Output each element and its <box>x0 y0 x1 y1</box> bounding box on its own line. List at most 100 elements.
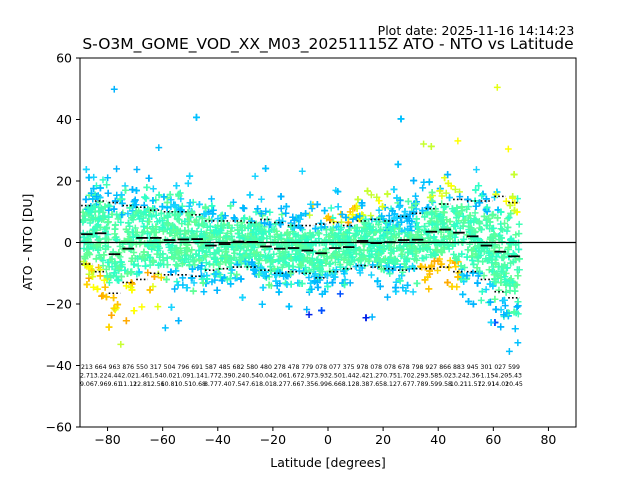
scatter-point <box>185 262 193 269</box>
scatter-point <box>266 208 274 216</box>
scatter-point <box>99 176 107 184</box>
scatter-point <box>306 211 313 219</box>
scatter-point <box>171 285 179 293</box>
scatter-point <box>438 260 446 268</box>
scatter-point <box>190 279 198 287</box>
scatter-point <box>294 231 302 239</box>
scatter-point <box>375 206 383 214</box>
scatter-point <box>155 144 163 152</box>
scatter-point <box>113 165 120 173</box>
scatter-point <box>501 219 508 227</box>
scatter-point <box>117 219 125 226</box>
scatter-point <box>336 290 344 298</box>
scatter-point <box>124 210 132 218</box>
scatter-point <box>305 311 313 319</box>
scatter-point <box>179 274 187 282</box>
scatter-point <box>308 205 316 212</box>
scatter-point <box>230 198 237 206</box>
scatter-point <box>185 202 193 210</box>
scatter-point <box>477 296 485 304</box>
scatter-point <box>122 282 130 290</box>
scatter-point <box>514 339 522 347</box>
scatter-point <box>367 271 375 279</box>
scatter-point <box>114 215 122 223</box>
scatter-point <box>456 193 464 200</box>
scatter-point <box>104 174 112 182</box>
scatter-point <box>173 278 181 286</box>
scatter-point <box>473 254 481 262</box>
scatter-point <box>110 85 118 93</box>
scatter-point <box>338 211 346 218</box>
scatter-point <box>450 251 458 258</box>
scatter-point <box>278 211 286 218</box>
scatter-point <box>409 288 417 296</box>
scatter-point <box>434 267 442 274</box>
scatter-point <box>446 257 454 264</box>
scatter-point <box>420 140 427 148</box>
scatter-point <box>438 192 446 200</box>
scatter-point <box>346 223 354 231</box>
scatter-point <box>200 288 208 296</box>
scatter-point <box>385 212 393 220</box>
scatter-point <box>346 279 354 287</box>
scatter-point <box>438 249 446 256</box>
scatter-point <box>303 306 311 313</box>
scatter-point <box>105 279 113 287</box>
scatter-point <box>384 293 391 301</box>
scatter-point <box>298 167 306 175</box>
scatter-point <box>367 191 375 199</box>
scatter-point <box>208 195 215 203</box>
scatter-point <box>505 348 513 355</box>
scatter-point <box>368 313 376 321</box>
scatter-point <box>451 186 459 193</box>
scatter-point <box>136 215 143 223</box>
scatter-point <box>422 253 430 261</box>
scatter-point <box>251 172 259 180</box>
scatter-point <box>167 203 175 210</box>
scatter-point <box>482 286 490 293</box>
scatter-point <box>442 189 450 197</box>
scatter-point <box>503 227 511 235</box>
scatter-point <box>429 198 437 206</box>
scatter-point <box>90 283 97 291</box>
scatter-point <box>502 197 510 205</box>
scatter-point <box>504 145 512 153</box>
scatter-point <box>277 205 285 212</box>
scatter-point <box>330 218 337 226</box>
scatter-point <box>515 220 523 228</box>
scatter-point <box>131 224 139 232</box>
scatter-point <box>499 226 506 234</box>
scatter-point <box>418 254 426 262</box>
scatter-point <box>134 262 142 270</box>
scatter-point <box>501 302 509 309</box>
scatter-point <box>491 193 498 201</box>
scatter-point <box>157 210 165 218</box>
scatter-points <box>80 83 523 355</box>
scatter-point <box>80 229 87 237</box>
scatter-point <box>211 276 219 284</box>
scatter-point <box>412 192 419 200</box>
scatter-point <box>258 195 265 203</box>
scatter-point <box>454 137 462 145</box>
scatter-point <box>461 264 469 271</box>
scatter-point <box>495 244 503 252</box>
scatter-point <box>410 243 418 251</box>
scatter-point <box>504 215 511 223</box>
scatter-point <box>161 324 169 332</box>
scatter-point <box>327 204 335 212</box>
scatter-point <box>473 166 480 173</box>
scatter-point <box>445 245 453 253</box>
scatter-point <box>367 212 375 220</box>
scatter-point <box>409 250 416 258</box>
scatter-point <box>138 303 146 311</box>
scatter-point <box>512 231 520 239</box>
scatter-point <box>81 261 89 269</box>
scatter-point <box>324 213 332 220</box>
scatter-point <box>133 166 141 173</box>
scatter-point <box>471 209 479 217</box>
scatter-point <box>480 272 488 280</box>
scatter-point <box>452 208 459 216</box>
scatter-point <box>99 262 107 270</box>
